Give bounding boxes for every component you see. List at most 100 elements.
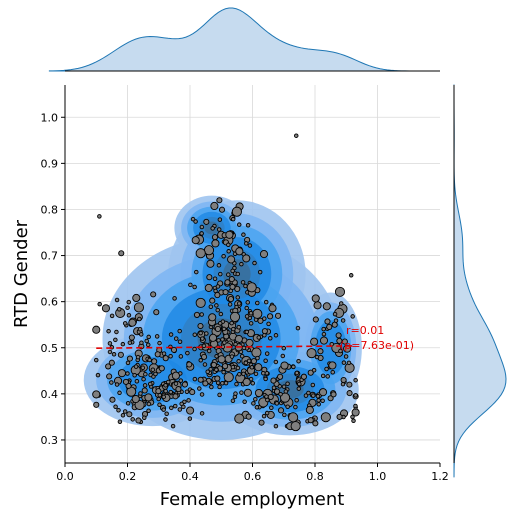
- scatter-point: [194, 269, 199, 275]
- scatter-point: [333, 318, 339, 323]
- scatter-point: [245, 413, 252, 420]
- scatter-point: [93, 357, 99, 363]
- scatter-point: [168, 332, 174, 337]
- scatter-point: [181, 381, 188, 388]
- scatter-point: [109, 396, 116, 403]
- scatter-point: [201, 353, 208, 360]
- scatter-point: [315, 394, 321, 399]
- scatter-point: [162, 355, 169, 362]
- scatter-point: [189, 389, 196, 396]
- scatter-point: [248, 310, 254, 316]
- scatter-point: [215, 380, 221, 386]
- scatter-point: [192, 284, 197, 290]
- scatter-point: [280, 353, 286, 359]
- scatter-point: [300, 373, 307, 380]
- scatter-point: [226, 249, 231, 254]
- scatter-point: [326, 323, 333, 330]
- scatter-point: [181, 404, 186, 410]
- scatter-point: [255, 300, 260, 306]
- scatter-point: [117, 351, 124, 358]
- scatter-point: [228, 276, 235, 283]
- scatter-point: [230, 398, 236, 404]
- scatter-point: [154, 351, 161, 358]
- scatter-point: [214, 367, 219, 372]
- scatter-point: [155, 388, 162, 395]
- y-ticks: 0.3 0.4 0.5 0.6 0.7 0.8 0.9 1.0: [41, 111, 65, 447]
- scatter-point: [350, 314, 355, 319]
- scatter-point: [131, 394, 140, 404]
- scatter-point: [261, 370, 266, 376]
- scatter-point: [243, 360, 249, 366]
- scatter-point: [127, 340, 133, 345]
- y-tick-label: 1.0: [41, 111, 59, 124]
- scatter-point: [340, 318, 346, 323]
- scatter-point: [135, 417, 142, 424]
- scatter-point: [192, 346, 197, 352]
- scatter-point: [311, 294, 320, 303]
- scatter-point: [245, 223, 251, 228]
- scatter-point: [138, 391, 143, 396]
- scatter-point: [295, 325, 301, 331]
- scatter-point: [293, 404, 298, 410]
- scatter-point: [314, 354, 320, 360]
- scatter-point: [246, 282, 257, 293]
- scatter-point: [173, 403, 178, 409]
- scatter-point: [197, 376, 204, 383]
- scatter-point: [230, 364, 236, 370]
- scatter-point: [133, 302, 144, 313]
- scatter-point: [253, 397, 258, 402]
- scatter-point: [305, 405, 314, 414]
- scatter-point: [257, 269, 263, 275]
- right-marginal-density: [453, 84, 507, 478]
- scatter-point: [252, 260, 257, 266]
- scatter-point: [134, 378, 140, 384]
- scatter-point: [236, 222, 242, 227]
- scatter-point: [227, 255, 236, 264]
- scatter-point: [325, 374, 330, 379]
- scatter-point: [281, 384, 287, 389]
- scatter-point: [133, 364, 139, 369]
- scatter-point: [199, 392, 205, 397]
- scatter-point: [221, 369, 226, 375]
- scatter-point: [336, 413, 343, 420]
- scatter-point: [255, 355, 260, 361]
- scatter-point: [288, 412, 299, 423]
- scatter-point: [214, 325, 221, 332]
- scatter-point: [208, 367, 213, 372]
- scatter-point: [173, 336, 179, 341]
- scatter-point: [324, 318, 331, 325]
- scatter-point: [185, 350, 190, 356]
- scatter-point: [106, 373, 113, 380]
- scatter-point: [351, 418, 356, 424]
- scatter-point: [117, 419, 123, 424]
- scatter-point: [229, 283, 236, 290]
- scatter-point: [239, 390, 244, 395]
- scatter-point: [175, 386, 182, 393]
- scatter-point: [117, 390, 122, 396]
- scatter-point: [264, 351, 270, 356]
- scatter-point: [199, 312, 204, 317]
- scatter-point: [116, 307, 122, 312]
- scatter-point: [142, 383, 148, 388]
- scatter-point: [150, 291, 157, 298]
- scatter-point: [236, 359, 241, 364]
- scatter-point: [311, 367, 317, 373]
- scatter-point: [230, 216, 236, 222]
- scatter-point: [242, 377, 251, 387]
- scatter-point: [171, 371, 180, 380]
- scatter-point: [141, 387, 148, 394]
- scatter-point: [350, 414, 355, 420]
- scatter-point: [157, 392, 163, 398]
- scatter-point: [146, 401, 152, 407]
- scatter-point: [125, 401, 131, 406]
- scatter-point: [348, 273, 354, 278]
- scatter-point: [150, 367, 156, 372]
- scatter-point: [294, 397, 299, 403]
- scatter-point: [161, 351, 167, 356]
- scatter-point: [331, 321, 338, 328]
- scatter-point: [247, 243, 253, 248]
- scatter-point: [163, 383, 168, 388]
- scatter-point: [244, 329, 250, 335]
- annotation-p: (p=7.63e-01): [340, 339, 414, 352]
- scatter-point: [274, 312, 282, 319]
